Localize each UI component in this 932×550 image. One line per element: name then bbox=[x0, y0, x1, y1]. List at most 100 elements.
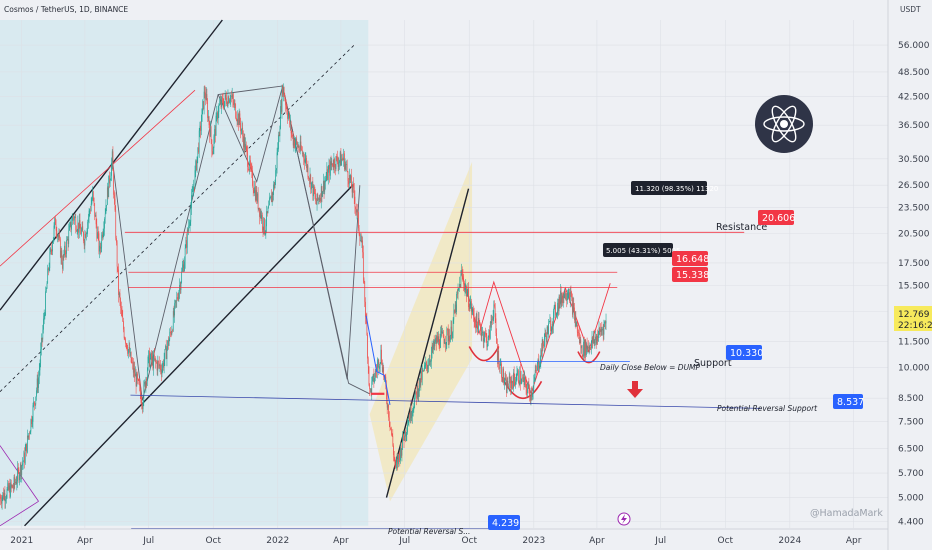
badge-resistance-20606[interactable]: 20.606 bbox=[758, 210, 795, 225]
candle-body bbox=[476, 313, 478, 323]
candle-body bbox=[432, 345, 434, 350]
grid-lines bbox=[0, 20, 888, 528]
candle-body bbox=[348, 180, 349, 185]
badge-resistance-16648[interactable]: 16.648 bbox=[672, 251, 709, 266]
candle-body bbox=[462, 275, 464, 278]
candle-body bbox=[220, 101, 222, 107]
candle-body bbox=[534, 377, 535, 382]
candle-body bbox=[136, 373, 138, 387]
candle-body bbox=[393, 445, 394, 456]
candle-body bbox=[440, 331, 442, 334]
candle-body bbox=[393, 455, 395, 458]
candle-body bbox=[17, 467, 19, 470]
candle-body bbox=[165, 345, 166, 350]
candle-body bbox=[434, 342, 436, 347]
candle-body bbox=[52, 243, 53, 252]
measure-box-2[interactable]: 5.005 (43.31%) 5005 bbox=[603, 243, 680, 257]
badge-support-8537[interactable]: 8.537 bbox=[833, 394, 864, 409]
y-tick-label: 26.500 bbox=[898, 181, 930, 191]
measure-box-1[interactable]: 11.320 (98.35%) 11320 bbox=[631, 181, 718, 195]
candle-body bbox=[535, 370, 537, 371]
y-tick-label: 36.500 bbox=[898, 121, 930, 131]
candle-body bbox=[142, 404, 143, 409]
current-price-tag[interactable]: 12.769 22:16:29 bbox=[894, 306, 932, 331]
channel-upper-line bbox=[0, 19, 223, 311]
candle-body bbox=[543, 344, 544, 347]
candle-body bbox=[594, 339, 596, 344]
candle-body bbox=[366, 318, 368, 335]
candle-body bbox=[419, 378, 421, 386]
candle-body bbox=[585, 339, 587, 355]
candle-body bbox=[70, 221, 72, 230]
candle-body bbox=[326, 169, 328, 179]
lightning-icon[interactable] bbox=[617, 512, 631, 526]
candle-body bbox=[55, 218, 56, 225]
badge-support-10330[interactable]: 10.330 bbox=[726, 345, 763, 360]
candle-body bbox=[307, 165, 309, 177]
candle-body bbox=[433, 340, 434, 350]
candle-body bbox=[355, 207, 356, 210]
candle-body bbox=[552, 323, 554, 327]
candle-body bbox=[402, 434, 403, 449]
candle-body bbox=[435, 337, 437, 344]
candle-body bbox=[97, 232, 98, 239]
candle-body bbox=[135, 373, 136, 377]
candle-body bbox=[494, 304, 495, 307]
candle-body bbox=[251, 167, 253, 171]
candle-body bbox=[71, 217, 73, 225]
candle-body bbox=[505, 378, 507, 380]
candle-body bbox=[46, 283, 48, 289]
candle-body bbox=[283, 87, 284, 95]
candle-body bbox=[593, 336, 595, 344]
candle-body bbox=[488, 330, 490, 337]
candle-body bbox=[457, 288, 459, 295]
candle-body bbox=[22, 463, 23, 466]
candle-body bbox=[97, 232, 99, 234]
candle-body bbox=[167, 340, 168, 349]
candle-body bbox=[404, 430, 406, 441]
candle-body bbox=[475, 313, 477, 329]
candle-body bbox=[401, 448, 403, 456]
candle-body bbox=[186, 230, 188, 248]
candle-body bbox=[515, 381, 516, 385]
candle-body bbox=[150, 353, 152, 359]
candle-body bbox=[19, 474, 20, 481]
badge-support-4239[interactable]: 4.239 bbox=[488, 515, 520, 530]
candle-body bbox=[471, 310, 473, 312]
candle-body bbox=[438, 336, 439, 342]
candle-body bbox=[414, 389, 416, 398]
candle-body bbox=[175, 300, 176, 304]
x-axis[interactable]: 2021 Apr Jul Oct 2022 Apr Jul Oct 2023 Apr Jul Oct 2… bbox=[0, 528, 888, 546]
candle-body bbox=[486, 335, 488, 347]
candle-body bbox=[268, 199, 270, 206]
candle-body bbox=[108, 175, 110, 198]
y-axis[interactable]: 56.000 48.500 42.500 36.500 30.500 26.500 23.5… bbox=[887, 0, 930, 550]
candle-body bbox=[438, 336, 440, 347]
candle-body bbox=[311, 182, 312, 190]
candle-body bbox=[447, 328, 448, 331]
candle-body bbox=[290, 121, 291, 125]
candle-body bbox=[141, 402, 143, 405]
badge-resistance-15338[interactable]: 15.338 bbox=[672, 267, 709, 282]
candle-body bbox=[230, 96, 232, 100]
candle-body bbox=[408, 418, 410, 424]
candle-body bbox=[245, 144, 247, 147]
candle-body bbox=[185, 240, 187, 248]
y-tick-label: 11.500 bbox=[898, 338, 930, 348]
candle-body bbox=[582, 355, 584, 357]
candle-body bbox=[84, 233, 86, 246]
candle-body bbox=[480, 324, 481, 331]
candle-body bbox=[285, 99, 286, 105]
candle-body bbox=[226, 103, 228, 106]
candle-body bbox=[164, 349, 166, 360]
x-tick-label: 2024 bbox=[778, 536, 801, 546]
candle-body bbox=[337, 162, 339, 167]
candle-body bbox=[494, 306, 496, 319]
candle-body bbox=[36, 390, 37, 397]
candle-body bbox=[144, 382, 146, 389]
candle-body bbox=[103, 228, 105, 233]
candle-body bbox=[446, 328, 448, 343]
candle-body bbox=[322, 191, 324, 197]
